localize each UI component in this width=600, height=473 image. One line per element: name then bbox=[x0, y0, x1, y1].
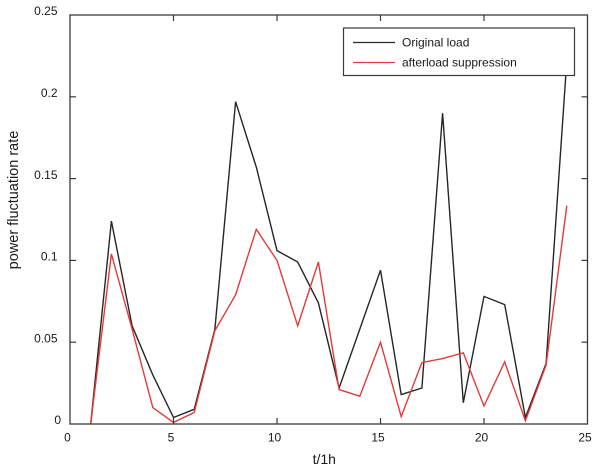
svg-text:0.2: 0.2 bbox=[41, 86, 58, 100]
svg-text:25: 25 bbox=[578, 431, 592, 445]
svg-text:power fluctuation rate: power fluctuation rate bbox=[6, 131, 22, 270]
svg-text:0.15: 0.15 bbox=[34, 168, 58, 182]
svg-text:0: 0 bbox=[54, 413, 61, 427]
svg-text:0.05: 0.05 bbox=[34, 331, 58, 345]
svg-text:t/1h: t/1h bbox=[313, 451, 336, 467]
svg-text:10: 10 bbox=[268, 431, 282, 445]
svg-text:5: 5 bbox=[168, 431, 175, 445]
svg-text:15: 15 bbox=[371, 431, 385, 445]
svg-text:afterload suppression: afterload suppression bbox=[402, 55, 517, 69]
svg-text:0.25: 0.25 bbox=[34, 4, 58, 18]
svg-text:0.1: 0.1 bbox=[41, 250, 58, 264]
svg-text:Original load: Original load bbox=[402, 35, 469, 49]
svg-text:0: 0 bbox=[64, 431, 71, 445]
svg-text:20: 20 bbox=[475, 431, 489, 445]
